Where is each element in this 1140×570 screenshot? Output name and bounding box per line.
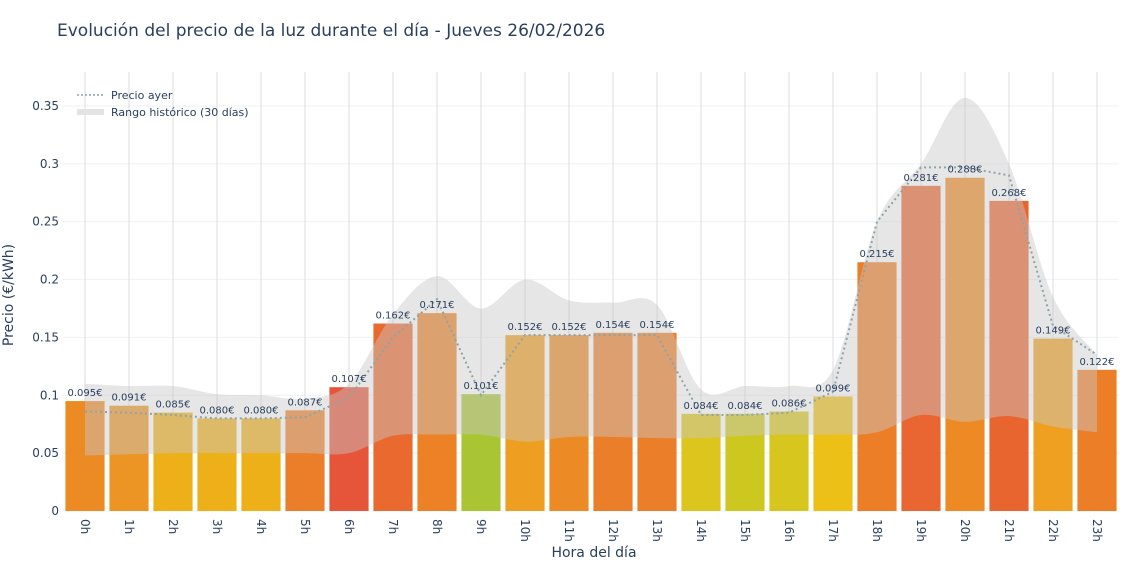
chart-title: Evolución del precio de la luz durante e… (57, 21, 606, 41)
x-tick-label: 1h (122, 519, 136, 534)
y-tick-label: 0.35 (32, 99, 59, 113)
x-tick-label: 18h (870, 519, 884, 542)
bar-value-label: 0.101€ (464, 381, 499, 392)
y-tick-label: 0.3 (40, 157, 59, 171)
bar-value-label: 0.107€ (332, 374, 367, 385)
bar-value-label: 0.080€ (200, 405, 235, 416)
y-tick-label: 0.1 (40, 388, 59, 402)
bar-value-label: 0.171€ (420, 300, 455, 311)
bar-value-label: 0.091€ (112, 393, 147, 404)
price-bar-5h[interactable] (285, 410, 325, 511)
x-tick-label: 21h (1002, 519, 1016, 542)
price-bar-2h[interactable] (153, 412, 193, 511)
price-bar-19h[interactable] (901, 185, 941, 512)
y-axis-title: Precio (€/kWh) (1, 244, 17, 346)
x-tick-label: 15h (738, 519, 752, 542)
bar-value-label: 0.087€ (288, 397, 323, 408)
price-bar-9h[interactable] (461, 394, 501, 511)
legend: Precio ayer Rango histórico (30 días) (77, 89, 249, 119)
bar-value-label: 0.268€ (992, 188, 1027, 199)
x-tick-label: 22h (1046, 519, 1060, 542)
x-tick-label: 7h (386, 519, 400, 534)
price-bar-12h[interactable] (593, 332, 633, 511)
price-bar-3h[interactable] (197, 418, 237, 511)
y-tick-label: 0.05 (32, 446, 59, 460)
price-bar-18h[interactable] (857, 262, 897, 511)
price-bar-4h[interactable] (241, 418, 281, 511)
price-bar-16h[interactable] (769, 411, 809, 511)
x-tick-label: 5h (298, 519, 312, 534)
x-tick-label: 17h (826, 519, 840, 542)
bar-value-label: 0.085€ (156, 400, 191, 411)
price-bar-14h[interactable] (681, 413, 721, 511)
historical-range-band (85, 97, 1097, 456)
bar-value-label: 0.152€ (552, 322, 587, 333)
x-tick-label: 20h (958, 519, 972, 542)
price-bar-21h[interactable] (989, 200, 1029, 511)
price-bar-6h[interactable] (329, 387, 369, 511)
bar-value-label: 0.281€ (904, 173, 939, 184)
x-tick-label: 0h (78, 519, 92, 534)
bar-value-label: 0.084€ (728, 401, 763, 412)
bar-value-label: 0.154€ (640, 320, 675, 331)
x-tick-label: 9h (474, 519, 488, 534)
x-tick-label: 2h (166, 519, 180, 534)
bar-value-label: 0.122€ (1080, 357, 1115, 368)
price-bar-23h[interactable] (1077, 369, 1117, 511)
x-tick-label: 13h (650, 519, 664, 542)
bar-value-label: 0.154€ (596, 320, 631, 331)
x-tick-label: 3h (210, 519, 224, 534)
bar-value-label: 0.095€ (68, 388, 103, 399)
bar-value-label: 0.162€ (376, 311, 411, 322)
y-tick-label: 0.25 (32, 215, 59, 229)
price-bar-13h[interactable] (637, 332, 677, 511)
legend-label-range[interactable]: Rango histórico (30 días) (111, 106, 249, 119)
price-bar-1h[interactable] (109, 405, 149, 511)
x-axis-title: Hora del día (551, 545, 636, 561)
bar-value-label: 0.288€ (948, 165, 983, 176)
bar-value-label: 0.152€ (508, 322, 543, 333)
x-tick-label: 6h (342, 519, 356, 534)
y-tick-label: 0.2 (40, 273, 59, 287)
price-bar-8h[interactable] (417, 313, 457, 511)
x-tick-label: 4h (254, 519, 268, 534)
x-tick-label: 14h (694, 519, 708, 542)
bar-value-label: 0.149€ (1036, 326, 1071, 337)
price-bar-10h[interactable] (505, 335, 545, 511)
price-bar-17h[interactable] (813, 396, 853, 511)
legend-band-swatch (77, 109, 104, 115)
price-bar-0h[interactable] (65, 401, 105, 511)
bar-value-label: 0.215€ (860, 249, 895, 260)
y-tick-label: 0 (51, 504, 59, 518)
price-bar-22h[interactable] (1033, 338, 1073, 511)
bar-value-label: 0.080€ (244, 405, 279, 416)
x-tick-label: 11h (562, 519, 576, 542)
price-bar-15h[interactable] (725, 413, 765, 511)
x-tick-label: 16h (782, 519, 796, 542)
price-bar-11h[interactable] (549, 335, 589, 511)
x-tick-label: 8h (430, 519, 444, 534)
y-tick-label: 0.15 (32, 330, 59, 344)
bar-value-label: 0.084€ (684, 401, 719, 412)
x-tick-label: 12h (606, 519, 620, 542)
x-tick-label: 23h (1090, 519, 1104, 542)
x-tick-label: 10h (518, 519, 532, 542)
x-tick-label: 19h (914, 519, 928, 542)
legend-label-yesterday[interactable]: Precio ayer (111, 89, 173, 102)
price-bar-20h[interactable] (945, 177, 985, 511)
bar-value-label: 0.086€ (772, 398, 807, 409)
bar-value-label: 0.099€ (816, 383, 851, 394)
